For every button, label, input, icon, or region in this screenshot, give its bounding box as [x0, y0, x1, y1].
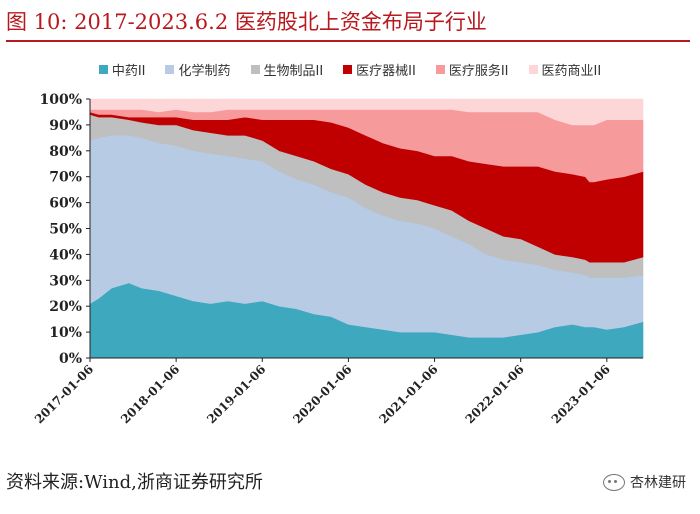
- y-tick-label: 0%: [59, 351, 82, 367]
- y-tick-label: 30%: [49, 273, 82, 289]
- legend-item: 医疗服务II: [435, 60, 509, 79]
- legend-item: 医疗器械II: [343, 60, 416, 79]
- wechat-icon: [603, 473, 625, 491]
- figure-header: 图 10: 2017-2023.6.2 医药股北上资金布局子行业: [0, 0, 700, 44]
- stacked-area-chart: 0% 10% 20% 30% 40% 50% 60% 70% 80% 90% 100% 2017-01…: [32, 92, 644, 426]
- legend-swatch: [528, 64, 538, 74]
- x-tick-label: 2020-01-06: [290, 362, 354, 426]
- title-underline: [6, 40, 690, 42]
- y-tick-label: 50%: [49, 222, 82, 238]
- watermark-text: 杏林建研: [630, 475, 686, 491]
- legend-label: 生物制品II: [263, 63, 324, 79]
- legend-label: 医疗服务II: [448, 63, 509, 79]
- legend-label: 医药商业II: [541, 63, 602, 79]
- x-tick-label: 2017-01-06: [32, 362, 96, 426]
- legend-swatch: [343, 64, 353, 74]
- chart-legend: 中药II 化学制药 生物制品II 医疗器械II 医疗服务II 医药商业II: [0, 58, 700, 80]
- legend-label: 医疗器械II: [356, 63, 416, 79]
- legend-item: 医药商业II: [528, 60, 602, 79]
- y-tick-label: 100%: [39, 92, 82, 108]
- watermark: 杏林建研: [603, 472, 686, 492]
- x-tick-label: 2022-01-06: [463, 362, 527, 426]
- legend-swatch: [165, 64, 175, 74]
- y-tick-label: 80%: [49, 144, 82, 160]
- y-tick-label: 40%: [49, 247, 82, 263]
- x-tick-label: 2019-01-06: [204, 362, 268, 426]
- legend-swatch: [435, 64, 445, 74]
- area-series: [89, 98, 644, 126]
- legend-item: 化学制药: [165, 60, 231, 79]
- legend-label: 化学制药: [178, 63, 231, 79]
- legend-swatch: [250, 64, 260, 74]
- y-tick-label: 10%: [49, 325, 82, 341]
- x-tick-label: 2023-01-06: [549, 362, 613, 426]
- y-tick-label: 20%: [49, 299, 82, 315]
- y-tick-label: 60%: [49, 196, 82, 212]
- legend-item: 生物制品II: [250, 60, 324, 79]
- legend-swatch: [98, 64, 108, 74]
- source-note: 资料来源:Wind,浙商证券研究所: [6, 472, 263, 493]
- x-tick-label: 2021-01-06: [376, 362, 440, 426]
- figure-title: 图 10: 2017-2023.6.2 医药股北上资金布局子行业: [6, 10, 487, 34]
- y-tick-label: 90%: [49, 118, 82, 134]
- x-tick-label: 2018-01-06: [118, 362, 182, 426]
- y-tick-label: 70%: [49, 170, 82, 186]
- legend-item: 中药II: [98, 60, 146, 79]
- legend-label: 中药II: [111, 63, 146, 79]
